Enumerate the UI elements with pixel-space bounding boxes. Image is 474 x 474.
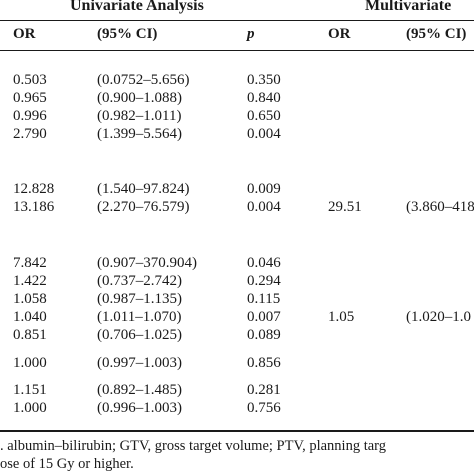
cell-p: 0.856 [247,355,281,371]
cell-or: 1.000 [13,400,47,416]
col-header-ci-multivariate: (95% CI) [406,26,467,42]
cell-or: 0.965 [13,90,47,106]
cell-or-multivariate: 1.05 [328,309,355,325]
cell-ci: (0.907–370.904) [97,255,197,271]
col-header-or: OR [13,26,36,42]
cell-ci: (0.997–1.003) [97,355,182,371]
cell-p: 0.004 [247,126,281,142]
cell-p: 0.840 [247,90,281,106]
cell-ci: (0.982–1.011) [97,108,182,124]
cell-ci: (0.0752–5.656) [97,72,190,88]
cell-or: 7.842 [13,255,47,271]
cell-p: 0.046 [247,255,281,271]
cell-ci-multivariate: (3.860–418 [406,199,474,215]
cell-or: 0.503 [13,72,47,88]
cell-p: 0.089 [247,327,281,343]
multivariate-analysis-title: Multivariate [365,0,452,14]
cell-or: 1.422 [13,273,47,289]
cell-p: 0.756 [247,400,281,416]
cell-ci: (1.011–1.070) [97,309,182,325]
footnote-line-2: ose of 15 Gy or higher. [0,456,134,472]
cell-p: 0.007 [247,309,281,325]
cell-ci-multivariate: (1.020–1.0 [406,309,471,325]
cell-ci: (0.900–1.088) [97,90,182,106]
univariate-analysis-title: Univariate Analysis [70,0,204,14]
cell-or: 0.851 [13,327,47,343]
cell-ci: (2.270–76.579) [97,199,190,215]
col-header-ci: (95% CI) [97,26,158,42]
cell-or-multivariate: 29.51 [328,199,362,215]
cell-or: 1.000 [13,355,47,371]
cell-ci: (0.737–2.742) [97,273,182,289]
cell-p: 0.281 [247,382,281,398]
cell-or: 0.996 [13,108,47,124]
cell-or: 13.186 [13,199,55,215]
cell-or: 12.828 [13,181,55,197]
cell-ci: (1.399–5.564) [97,126,182,142]
cell-p: 0.115 [247,291,281,307]
cell-p: 0.004 [247,199,281,215]
col-header-p: p [247,26,255,42]
cell-p: 0.650 [247,108,281,124]
cell-or: 1.040 [13,309,47,325]
group-header-rule [0,20,474,21]
cell-ci: (0.892–1.485) [97,382,182,398]
cell-p: 0.350 [247,72,281,88]
col-header-or-multivariate: OR [328,26,351,42]
cell-or: 1.151 [13,382,47,398]
column-header-rule [0,50,474,51]
cell-ci: (1.540–97.824) [97,181,190,197]
cell-or: 1.058 [13,291,47,307]
cell-ci: (0.987–1.135) [97,291,182,307]
cell-ci: (0.706–1.025) [97,327,182,343]
cell-p: 0.009 [247,181,281,197]
cell-ci: (0.996–1.003) [97,400,182,416]
cell-or: 2.790 [13,126,47,142]
table-bottom-rule [0,430,474,432]
footnote-line-1: . albumin–bilirubin; GTV, gross target v… [0,438,386,454]
cell-p: 0.294 [247,273,281,289]
